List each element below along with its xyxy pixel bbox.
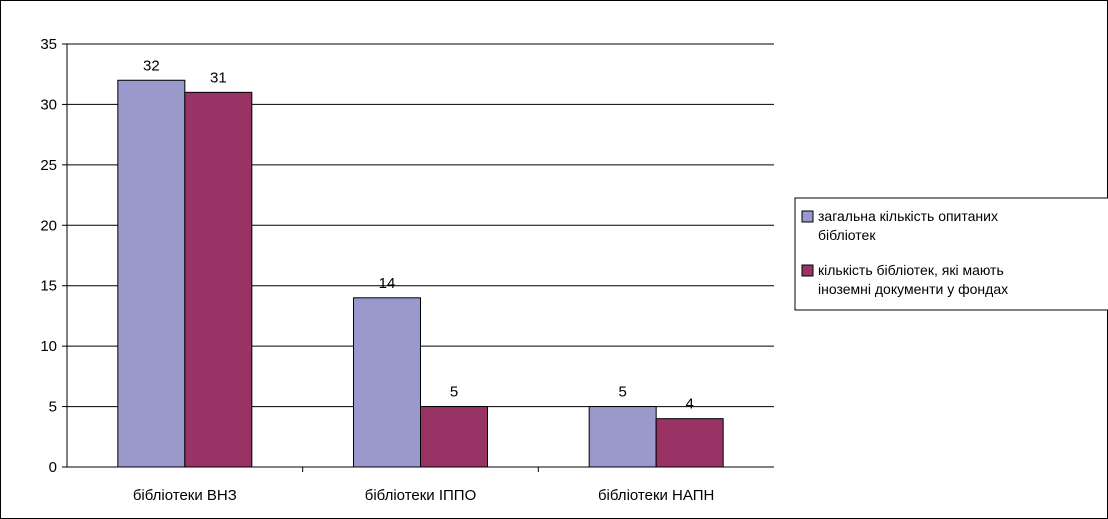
bar-2-0	[588, 406, 657, 468]
legend-text-0-1: бібліотек	[818, 227, 876, 243]
legend-text-0-0: загальна кількість опитаних	[818, 208, 998, 224]
x-category-label-0: бібліотеки ВНЗ	[133, 487, 237, 504]
bar-1-1	[420, 406, 488, 468]
x-category-label-2: бібліотеки НАПН	[598, 487, 714, 504]
x-category-label-1: бібліотеки ІППО	[365, 487, 477, 504]
data-label-1-0: 14	[379, 275, 396, 292]
y-tick-label-0: 0	[49, 459, 57, 476]
legend-swatch-0	[801, 210, 814, 223]
y-tick-label-4: 20	[40, 217, 57, 234]
bar-0-1	[184, 91, 253, 468]
bars	[117, 79, 724, 468]
axes	[66, 44, 774, 468]
y-axis-ticks: 0 5 10 15 20 25 30 35	[40, 36, 67, 476]
data-label-0-1: 31	[210, 69, 227, 86]
data-label-1-1: 5	[450, 384, 458, 401]
y-tick-label-7: 35	[40, 36, 57, 53]
data-label-0-0: 32	[143, 57, 160, 74]
y-tick-label-6: 30	[40, 96, 57, 113]
legend-text-1-0: кількість бібліотек, які мають	[818, 262, 1004, 278]
bar-1-0	[353, 297, 421, 468]
y-tick-label-1: 5	[49, 399, 57, 416]
data-labels: 32 31 14 5 5 4	[143, 57, 694, 412]
legend-box	[794, 197, 1108, 311]
y-tick-label-5: 25	[40, 157, 57, 174]
legend-text-1-1: іноземні документи у фондах	[818, 281, 1008, 297]
legend: загальна кількість опитаних бібліотек кіль…	[794, 197, 1108, 311]
y-tick-label-3: 15	[40, 278, 57, 295]
bar-0-0	[117, 79, 186, 468]
x-axis-labels: бібліотеки ВНЗ бібліотеки ІППО бібліотеки …	[133, 467, 714, 504]
data-label-2-1: 4	[685, 396, 693, 413]
data-label-2-0: 5	[618, 384, 626, 401]
bar-2-1	[655, 418, 724, 468]
y-tick-label-2: 10	[40, 338, 57, 355]
legend-swatch-1	[801, 264, 814, 277]
